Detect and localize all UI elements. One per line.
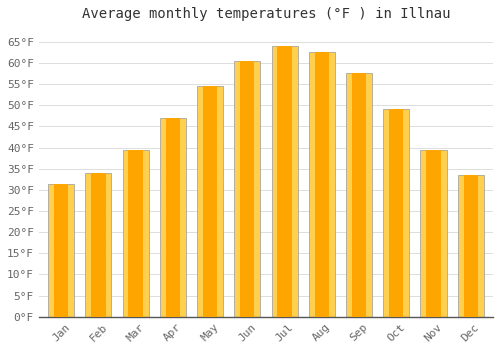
Bar xyxy=(86,173,112,317)
Bar xyxy=(420,150,446,317)
Bar xyxy=(314,52,329,317)
Bar xyxy=(308,52,335,317)
Bar xyxy=(234,61,260,317)
Bar xyxy=(383,110,409,317)
Bar xyxy=(122,150,148,317)
Bar xyxy=(346,74,372,317)
Bar xyxy=(389,110,404,317)
Bar xyxy=(128,150,143,317)
Bar xyxy=(91,173,106,317)
Bar xyxy=(48,183,74,317)
Bar xyxy=(272,46,297,317)
Bar xyxy=(160,118,186,317)
Title: Average monthly temperatures (°F ) in Illnau: Average monthly temperatures (°F ) in Il… xyxy=(82,7,450,21)
Bar xyxy=(278,46,291,317)
Bar xyxy=(203,86,217,317)
Bar xyxy=(240,61,254,317)
Bar xyxy=(166,118,180,317)
Bar xyxy=(464,175,478,317)
Bar xyxy=(458,175,483,317)
Bar xyxy=(426,150,440,317)
Bar xyxy=(54,183,68,317)
Bar xyxy=(197,86,223,317)
Bar xyxy=(352,74,366,317)
